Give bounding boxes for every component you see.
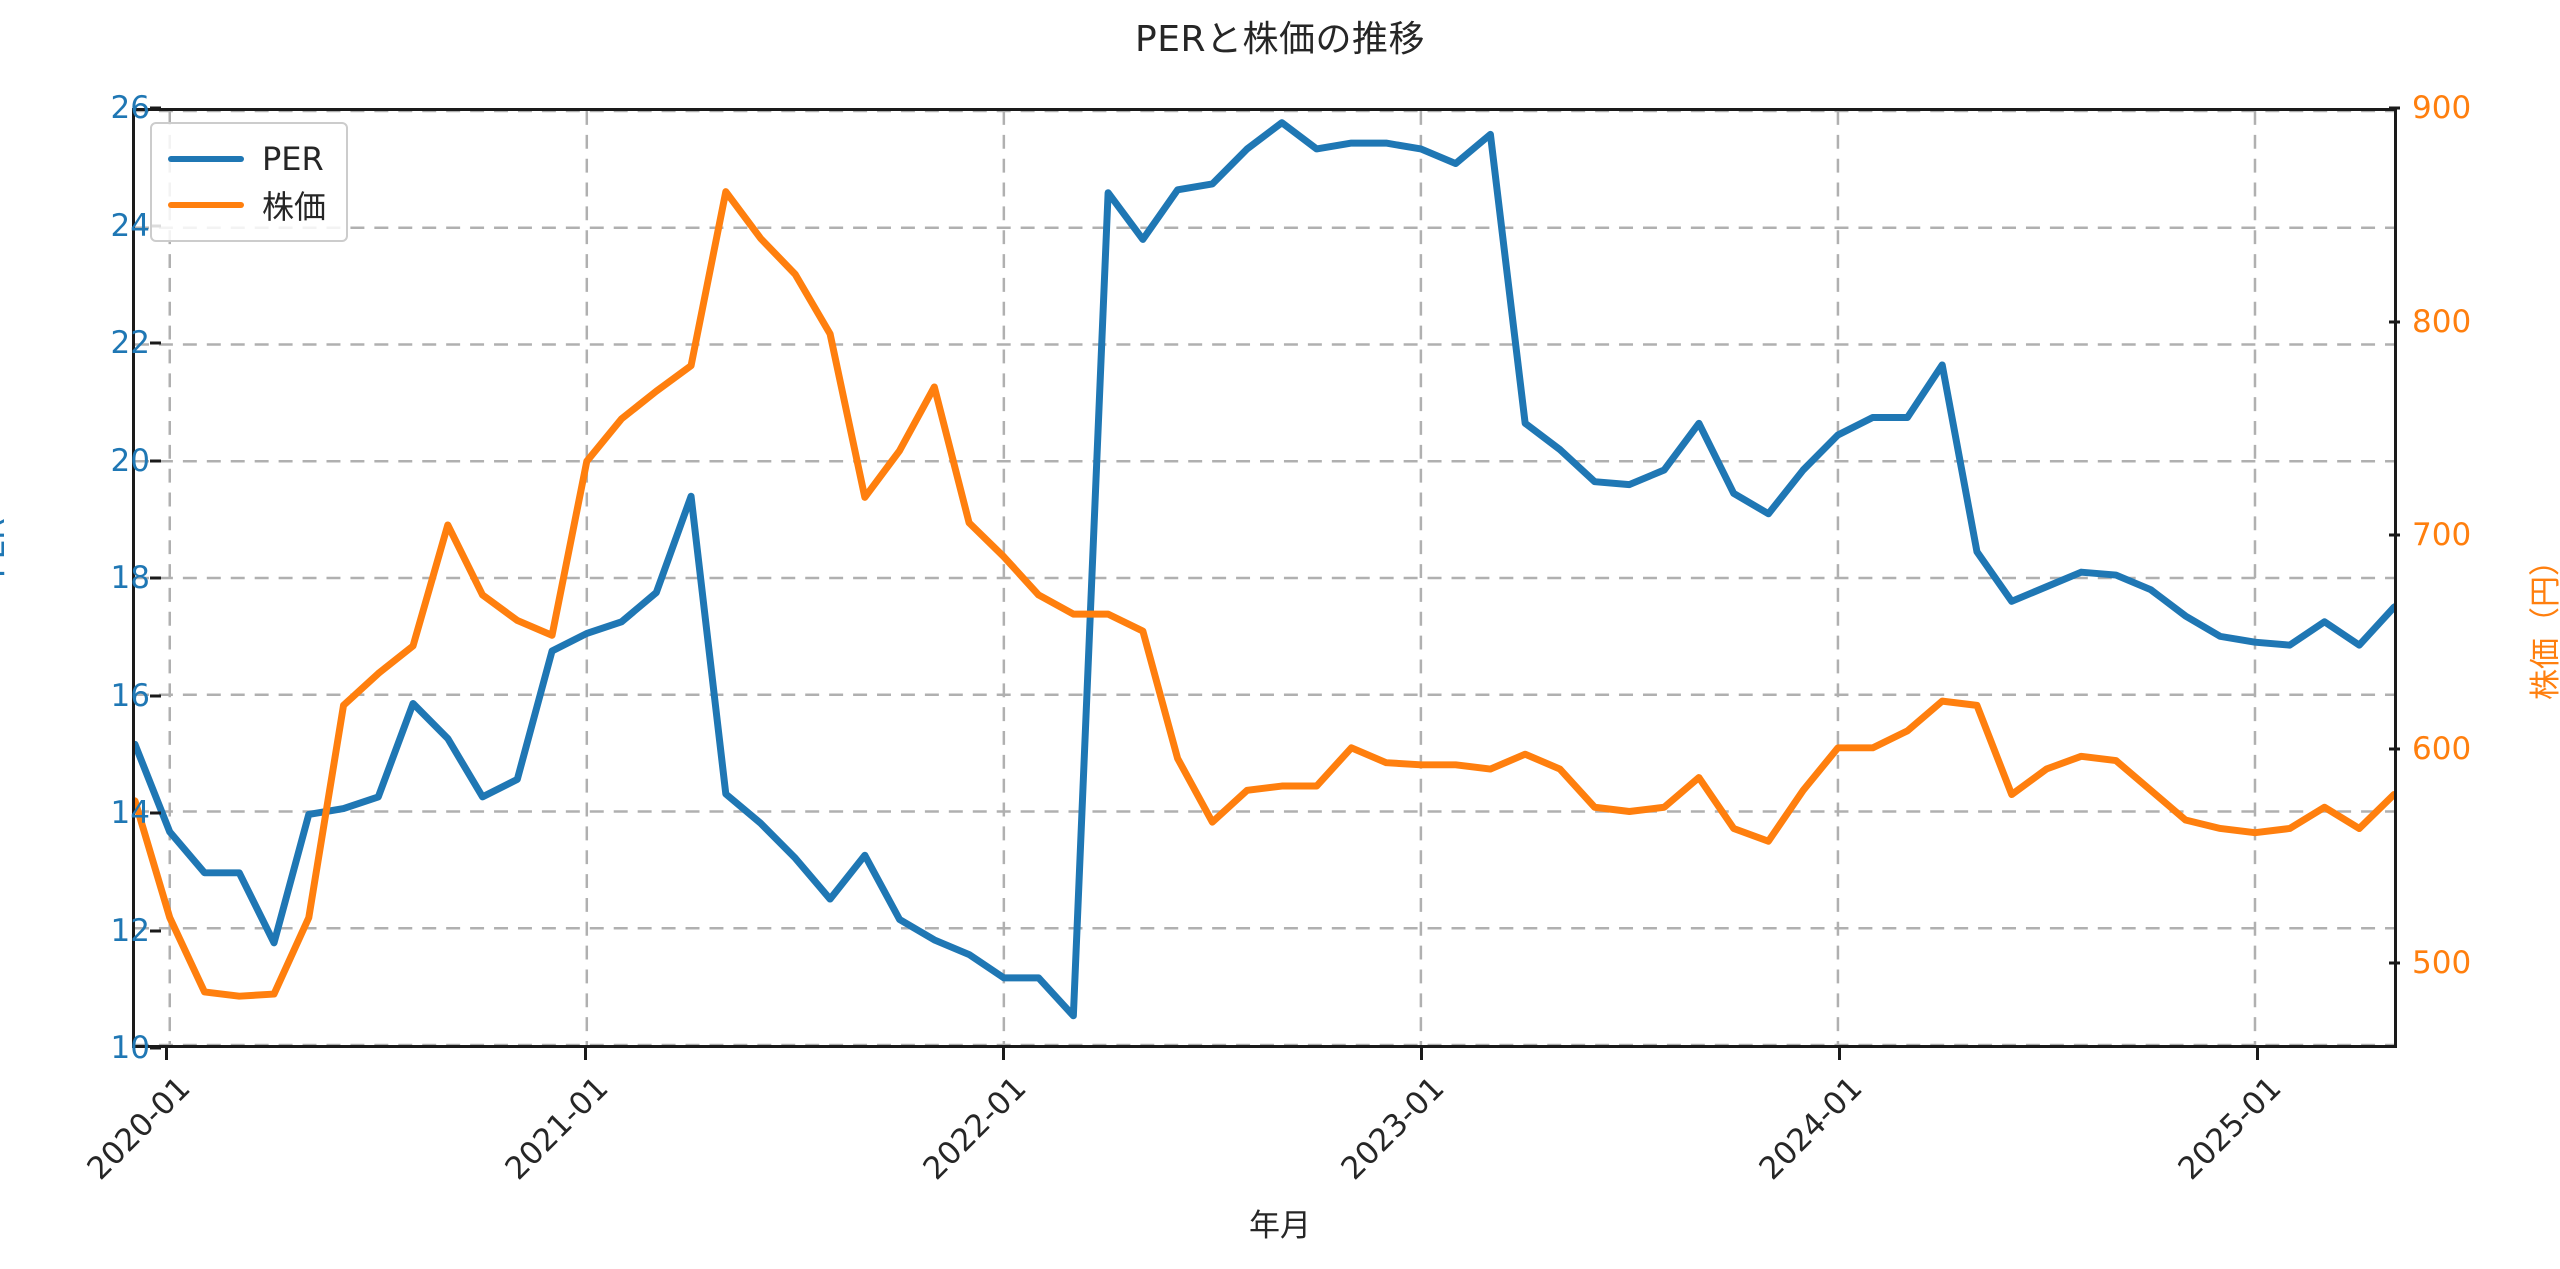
left-y-tick-mark <box>150 811 161 815</box>
per-line-series <box>135 119 2394 1020</box>
left-y-tick-label: 18 <box>30 560 161 596</box>
legend-label-kabuka: 株価 <box>262 188 327 226</box>
left-y-tick-label: 12 <box>30 913 161 949</box>
x-axis-label: 年月 <box>1249 1208 1311 1244</box>
plot-area <box>132 108 2397 1048</box>
plot-svg <box>135 111 2394 1045</box>
legend-label-per: PER <box>262 140 324 178</box>
legend-item-kabuka: 株価 <box>168 182 326 228</box>
x-tick-mark <box>2256 1048 2260 1060</box>
legend-swatch-kabuka <box>168 202 244 208</box>
horizontal-gridlines <box>135 111 2394 1045</box>
right-y-tick-mark <box>2389 533 2400 537</box>
chart-title: PERと株価の推移 <box>1135 19 1425 60</box>
legend-item-per: PER <box>168 136 326 182</box>
legend-swatch-per <box>168 156 244 162</box>
x-tick-mark <box>1001 1048 1005 1060</box>
right-y-tick-mark <box>2389 320 2400 324</box>
right-y-tick-label: 500 <box>2389 945 2560 981</box>
left-y-tick-mark <box>150 694 161 697</box>
right-y-tick-label: 700 <box>2389 517 2560 553</box>
left-y-tick-mark <box>150 341 161 345</box>
kabuka-line-series <box>135 188 2394 1000</box>
right-y-tick-mark <box>2389 106 2400 110</box>
left-y-tick-label: 20 <box>30 443 161 479</box>
left-y-tick-mark <box>150 1046 161 1050</box>
left-y-tick-label: 14 <box>30 795 161 831</box>
left-y-tick-mark <box>150 106 161 110</box>
right-y-tick-label: 600 <box>2389 731 2560 767</box>
x-tick-mark <box>583 1048 587 1060</box>
right-y-tick-label: 900 <box>2389 90 2560 126</box>
left-y-tick-label: 16 <box>30 678 161 714</box>
left-y-tick-label: 10 <box>30 1030 161 1066</box>
x-tick-mark <box>165 1048 169 1060</box>
right-y-tick-mark <box>2389 961 2400 965</box>
left-y-tick-mark <box>150 929 161 932</box>
left-y-axis-label: PER <box>0 518 12 578</box>
right-y-axis-label: 株価（円） <box>2528 545 2560 700</box>
vertical-gridlines <box>168 111 2257 1045</box>
right-y-tick-label: 800 <box>2389 304 2560 340</box>
right-y-tick-mark <box>2389 747 2400 751</box>
left-y-tick-label: 26 <box>30 90 161 126</box>
left-y-tick-label: 22 <box>30 325 161 361</box>
left-y-tick-label: 24 <box>30 208 161 244</box>
left-y-tick-mark <box>150 576 161 580</box>
left-y-tick-mark <box>150 459 161 462</box>
x-tick-mark <box>1419 1048 1423 1060</box>
chart-legend: PER 株価 <box>150 122 349 242</box>
x-tick-mark <box>1837 1048 1841 1060</box>
